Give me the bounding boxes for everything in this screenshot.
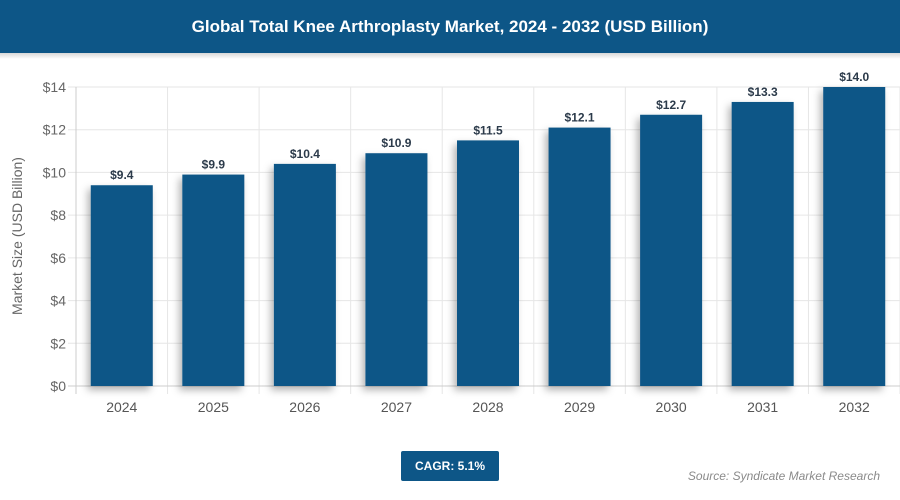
bar-2025 bbox=[182, 174, 245, 386]
data-label: $12.7 bbox=[656, 98, 686, 112]
bar-2030 bbox=[640, 114, 703, 386]
cagr-badge: CAGR: 5.1% bbox=[401, 451, 499, 481]
data-label: $13.3 bbox=[748, 85, 778, 99]
y-tick-label: $0 bbox=[50, 378, 66, 394]
y-tick-label: $4 bbox=[50, 293, 66, 309]
data-label: $9.4 bbox=[110, 168, 134, 182]
source-note: Source: Syndicate Market Research bbox=[687, 469, 880, 483]
chart-title-banner: Global Total Knee Arthroplasty Market, 2… bbox=[0, 0, 900, 53]
y-tick-label: $6 bbox=[50, 250, 66, 266]
bar-2028 bbox=[457, 140, 519, 386]
y-tick-label: $2 bbox=[50, 335, 66, 351]
x-tick-label: 2027 bbox=[381, 399, 412, 415]
x-tick-label: 2025 bbox=[198, 399, 229, 415]
data-label: $10.4 bbox=[290, 147, 320, 161]
y-axis-label: Market Size (USD Billion) bbox=[9, 157, 25, 315]
bar-2029 bbox=[548, 127, 611, 386]
y-tick-label: $10 bbox=[43, 164, 67, 180]
y-tick-label: $12 bbox=[43, 122, 67, 138]
x-tick-label: 2031 bbox=[747, 399, 778, 415]
y-tick-label: $14 bbox=[43, 79, 67, 95]
x-tick-label: 2028 bbox=[472, 399, 503, 415]
y-tick-label: $8 bbox=[50, 207, 66, 223]
bar-2026 bbox=[273, 163, 336, 386]
x-tick-label: 2032 bbox=[839, 399, 870, 415]
data-label: $11.5 bbox=[473, 123, 503, 137]
x-tick-label: 2029 bbox=[564, 399, 595, 415]
data-label: $14.0 bbox=[839, 70, 869, 84]
cagr-text: CAGR: 5.1% bbox=[414, 459, 485, 473]
data-label: $12.1 bbox=[565, 111, 595, 125]
data-label: $9.9 bbox=[202, 158, 226, 172]
bar-2032 bbox=[823, 87, 886, 386]
chart-title: Global Total Knee Arthroplasty Market, 2… bbox=[191, 16, 709, 36]
bar-2031 bbox=[731, 101, 794, 386]
header-shadow bbox=[0, 53, 900, 59]
x-tick-label: 2030 bbox=[656, 399, 687, 415]
bar-2027 bbox=[365, 153, 428, 386]
bar-2024 bbox=[90, 185, 153, 386]
x-tick-label: 2026 bbox=[289, 399, 320, 415]
x-tick-label: 2024 bbox=[106, 399, 137, 415]
data-label: $10.9 bbox=[381, 136, 411, 150]
